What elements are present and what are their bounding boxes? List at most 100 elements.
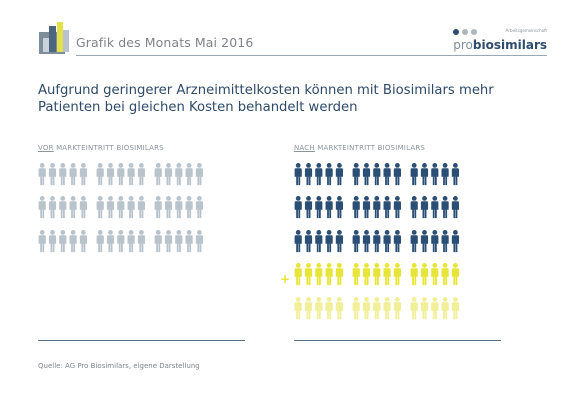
person-icon-additional [325, 263, 333, 286]
person-icon-base [352, 163, 360, 186]
person-icon-base [315, 163, 323, 186]
person-icon-additional [294, 297, 302, 320]
person-icon-base [352, 196, 360, 219]
person-icon-base [373, 196, 381, 219]
person-icon-additional [325, 297, 333, 320]
person-icon-base [325, 230, 333, 253]
person-icon-base [383, 163, 391, 186]
person-icon-base [69, 196, 77, 219]
person-icon-base [431, 230, 439, 253]
person-icon-additional [410, 263, 418, 286]
panel-label-after-prefix: NACH [294, 144, 315, 152]
person-icon-base [175, 163, 183, 186]
person-icon-additional [335, 297, 343, 320]
person-icon-base [441, 196, 449, 219]
person-icon-base [393, 230, 401, 253]
person-icon-additional [335, 263, 343, 286]
person-icon-base [127, 230, 135, 253]
person-icon-additional [304, 263, 313, 286]
brand-wordmark: probiosimilars [453, 38, 547, 52]
person-icon-base [96, 196, 104, 219]
person-icon-base [79, 230, 87, 253]
person-icon-base [362, 163, 371, 186]
person-icon-base [441, 163, 449, 186]
person-icon-base [79, 163, 87, 186]
brand-dot-icon [462, 29, 468, 35]
person-icon-base [451, 196, 459, 219]
person-icon-base [48, 163, 57, 186]
person-icon-base [431, 163, 439, 186]
baseline-before [38, 340, 245, 341]
person-icon-base [48, 230, 57, 253]
person-icon-base [410, 163, 418, 186]
person-icon-additional [441, 297, 449, 320]
panel-label-before-prefix: VOR [38, 144, 54, 152]
person-icon-base [195, 196, 203, 219]
person-icon-base [185, 163, 193, 186]
person-icon-base [164, 196, 173, 219]
person-icon-additional [304, 297, 313, 320]
person-icon-base [137, 196, 145, 219]
person-icon-base [335, 230, 343, 253]
person-icon-base [195, 163, 203, 186]
person-icon-additional [441, 263, 449, 286]
person-icon-base [304, 230, 313, 253]
person-icon-additional [431, 263, 439, 286]
person-icon-base [352, 230, 360, 253]
person-icon-base [410, 196, 418, 219]
person-icon-base [38, 230, 46, 253]
person-icon-base [451, 230, 459, 253]
person-icon-base [362, 230, 371, 253]
person-icon-base [38, 196, 46, 219]
person-icon-base [96, 163, 104, 186]
person-icon-additional [362, 263, 371, 286]
person-icon-base [137, 230, 145, 253]
person-icon-base [185, 230, 193, 253]
person-icon-additional [362, 297, 371, 320]
person-icon-base [410, 230, 418, 253]
person-icon-base [154, 163, 162, 186]
person-icon-additional [383, 263, 391, 286]
person-icon-base [48, 196, 57, 219]
person-icon-base [431, 196, 439, 219]
person-icon-base [79, 196, 87, 219]
person-icon-base [420, 196, 429, 219]
person-icon-base [195, 230, 203, 253]
person-icon-base [304, 196, 313, 219]
person-icon-base [325, 196, 333, 219]
person-icon-base [185, 196, 193, 219]
brand-dot-icon [471, 29, 477, 35]
person-icon-additional [315, 297, 323, 320]
person-icon-additional [420, 263, 429, 286]
person-icon-additional [431, 297, 439, 320]
person-icon-base [127, 196, 135, 219]
person-icon-additional [294, 263, 302, 286]
brand-dot-icon [453, 29, 459, 35]
person-icon-base [315, 230, 323, 253]
person-icon-base [59, 196, 67, 219]
person-icon-base [175, 230, 183, 253]
person-icon-base [106, 163, 115, 186]
brand-prefix: pro [453, 38, 473, 52]
person-icon-base [393, 163, 401, 186]
header-title: Grafik des Monats Mai 2016 [76, 35, 254, 50]
person-icon-base [117, 230, 125, 253]
person-icon-base [335, 163, 343, 186]
header-divider [76, 55, 547, 56]
person-icon-base [137, 163, 145, 186]
person-icon-base [154, 196, 162, 219]
source-note: Quelle: AG Pro Biosimilars, eigene Darst… [38, 362, 200, 370]
person-icon-base [69, 230, 77, 253]
panel-label-before-rest: MARKTEINTRITT BIOSIMILARS [53, 144, 164, 152]
person-icon-base [325, 163, 333, 186]
person-icon-base [420, 230, 429, 253]
brand-logo: Arbeitsgemeinschaft probiosimilars [453, 28, 547, 52]
person-icon-base [59, 163, 67, 186]
person-icon-base [38, 163, 46, 186]
person-icon-additional [410, 297, 418, 320]
headline: Aufgrund geringerer Arzneimittelkosten k… [38, 83, 494, 115]
person-icon-base [420, 163, 429, 186]
person-icon-base [175, 196, 183, 219]
brand-name: biosimilars [472, 38, 547, 52]
